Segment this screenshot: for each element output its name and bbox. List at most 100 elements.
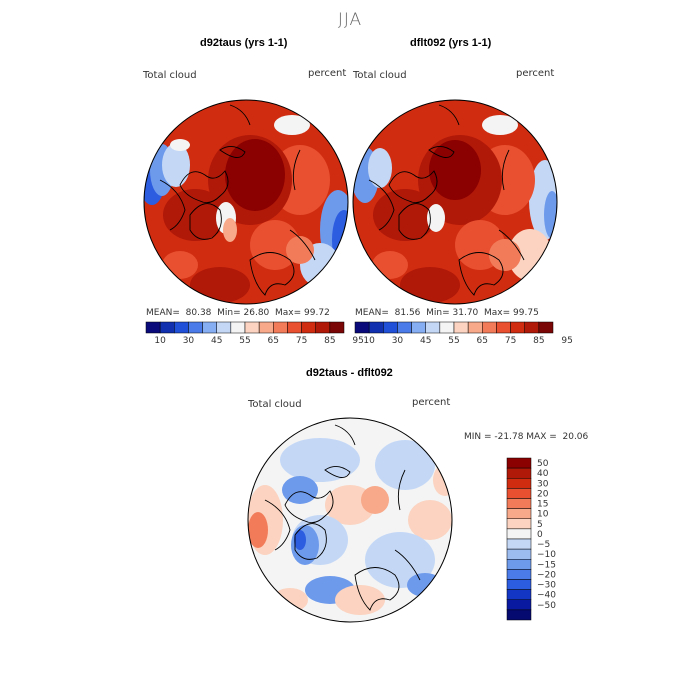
figure-title: JJA [337,10,363,30]
coastline [501,149,510,191]
coastline [219,146,246,158]
colorbar2-swatch [354,321,370,334]
cloud-contour-lblue [280,438,360,482]
cloud-contour-dblue [332,210,348,270]
cloud-contour-white [170,139,190,151]
colorbar1-swatch [315,321,331,334]
cloud-contour-orange [372,251,408,279]
coastline [292,149,301,191]
coastline [324,466,351,478]
panel2-variable-label: Total cloud [353,70,407,81]
cloud-contour-salmon [489,239,521,271]
colorbar2-swatch [425,321,441,334]
colorbar2-swatch [397,321,412,334]
colorbar3-swatch [506,498,532,509]
colorbar-panel1: 10 30 45 55 65 75 85 95 [145,321,364,346]
panel1-units-label: percent [308,68,347,79]
colorbar3-tick-label: 20 [537,489,549,499]
cloud-contour-dark [190,267,250,303]
colorbar2-swatch [439,321,455,334]
coastline [394,549,421,581]
colorbar1-tick-label: 95 [352,336,363,346]
panel3-stats: MIN = -21.78 MAX = 20.06 [464,432,589,442]
cloud-contour-lblue [365,532,435,588]
cloud-contour-lblue [162,143,190,187]
panel2-units-label: percent [516,68,555,79]
colorbar2-swatch [467,321,483,334]
colorbar2-swatch [383,321,398,334]
colorbar2-swatch [524,321,540,334]
colorbar3-tick-label: −50 [537,601,556,611]
colorbar2-swatch [453,321,469,334]
cloud-contour-deep [429,140,481,200]
colorbar3-swatch [506,478,532,489]
colorbar3-swatch [506,457,532,469]
map-1 [144,100,348,304]
colorbar1-swatch [230,321,246,334]
coastline [397,469,406,511]
colorbar1-tick-label: 30 [183,336,195,346]
coastline [294,523,327,560]
colorbar3-swatch [506,508,532,519]
panel1-stats: MEAN= 80.38 Min= 26.80 Max= 99.72 [146,308,330,318]
colorbar1-swatch [244,321,260,334]
coastline [179,170,229,204]
colorbar1-swatch [329,321,345,334]
colorbar3-tick-label: 50 [537,459,549,469]
cloud-contour-pale [433,464,452,496]
colorbar1-tick-label: 75 [296,336,307,346]
coastline [354,567,400,611]
colorbar3-tick-label: −40 [537,591,556,601]
coastline [398,203,431,240]
colorbar1-swatch [273,321,288,334]
colorbar3-tick-label: −5 [537,540,550,550]
cloud-contour-orange [250,220,300,270]
colorbar2-tick-label: 55 [448,336,459,346]
coastline [264,499,291,551]
colorbar3-swatch [506,599,532,611]
colorbar3-tick-label: −20 [537,570,556,580]
coastline [159,179,186,231]
colorbar3-tick-label: 30 [537,479,549,489]
cloud-contour-dark [400,267,460,303]
colorbar2-swatch [411,321,426,334]
cloud-contour-blue [544,191,557,239]
colorbar3-tick-label: −10 [537,550,556,560]
cloud-contour-deep [225,139,285,211]
cloud-contour-salmon [248,512,268,548]
colorbar3-tick-label: 0 [537,530,543,540]
colorbar3-tick-label: −30 [537,581,556,591]
coastline [438,104,460,126]
colorbar3-swatch [506,528,532,540]
cloud-contour-light [223,218,237,242]
colorbar2-swatch [538,321,554,334]
colorbar2-tick-label: 95 [561,336,572,346]
colorbar3-swatch [506,538,532,550]
colorbar1-swatch [145,321,161,334]
cloud-contour-pale [335,585,385,615]
colorbar3-tick-label: −15 [537,560,556,570]
colorbar1-swatch [287,321,302,334]
cloud-contour-blue [282,476,318,504]
colorbar3-swatch [506,467,532,479]
coastline [289,229,316,261]
colorbar2-tick-label: 45 [420,336,431,346]
panel2-stats: MEAN= 81.56 Min= 31.70 Max= 99.75 [355,308,539,318]
colorbar3-swatch [506,559,532,570]
colorbar1-tick-label: 10 [154,336,166,346]
coastline [189,203,222,240]
colorbar2-tick-label: 10 [363,336,375,346]
cloud-contour-pale [408,500,452,540]
panel1-title: d92taus (yrs 1-1) [200,37,288,49]
colorbar3-swatch [506,579,532,590]
colorbar2-swatch [496,321,511,334]
cloud-contour-dblue [294,530,306,550]
coastline [458,252,504,296]
colorbar1-tick-label: 85 [324,336,335,346]
cloud-contour-salmon [286,236,314,264]
colorbar1-swatch [174,321,189,334]
colorbar3-tick-label: 15 [537,500,548,510]
colorbar1-tick-label: 55 [239,336,250,346]
panel3-title: d92taus - dflt092 [306,367,393,379]
colorbar3-swatch [506,518,532,530]
